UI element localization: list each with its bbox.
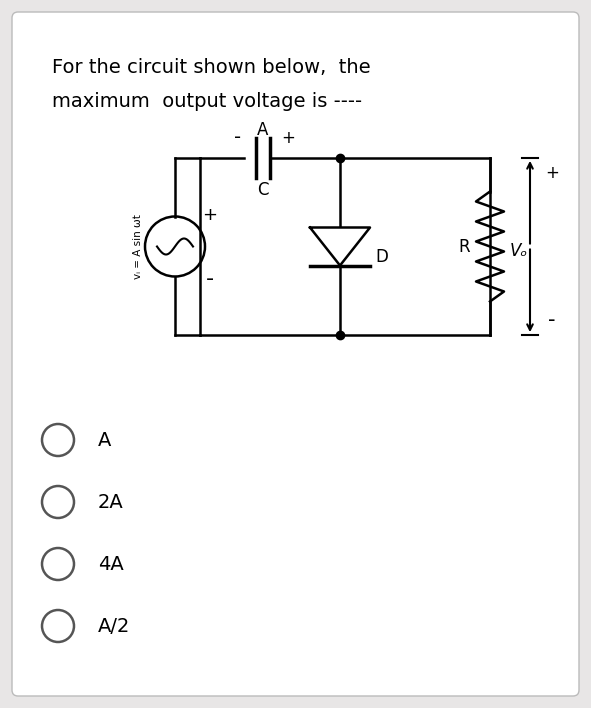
Text: -: - [548, 310, 556, 330]
Text: 4A: 4A [98, 554, 124, 573]
Text: Vₒ: Vₒ [510, 243, 528, 261]
Text: A: A [98, 430, 111, 450]
Text: A: A [257, 121, 269, 139]
Text: C: C [257, 181, 269, 199]
Text: For the circuit shown below,  the: For the circuit shown below, the [52, 58, 371, 77]
Text: 2A: 2A [98, 493, 124, 511]
Text: +: + [545, 164, 559, 182]
Polygon shape [310, 227, 370, 266]
Text: -: - [235, 128, 242, 147]
Text: D: D [375, 248, 388, 266]
Text: R: R [458, 237, 470, 256]
Text: maximum  output voltage is ----: maximum output voltage is ---- [52, 92, 362, 111]
Text: +: + [203, 205, 217, 224]
Text: -: - [206, 268, 214, 288]
Text: +: + [281, 129, 295, 147]
Text: A/2: A/2 [98, 617, 131, 636]
Text: vᵢ = A sin ωt: vᵢ = A sin ωt [133, 214, 143, 279]
FancyBboxPatch shape [12, 12, 579, 696]
